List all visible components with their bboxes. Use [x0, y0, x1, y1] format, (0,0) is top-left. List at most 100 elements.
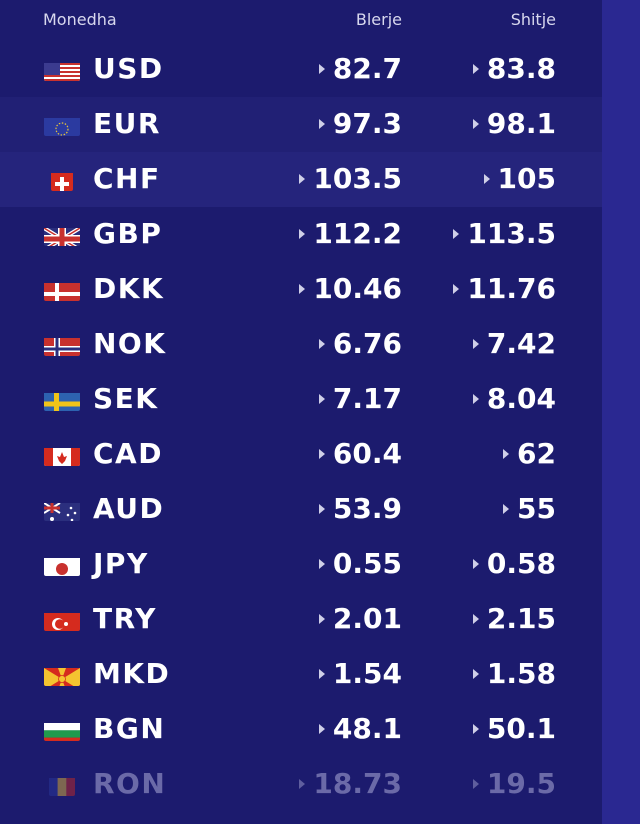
currency-code: CAD — [93, 437, 163, 470]
caret-right-icon — [318, 118, 325, 129]
rate-row-sek[interactable]: SEK 7.17 8.04 — [0, 372, 602, 427]
header-currency: Monedha — [43, 10, 117, 29]
sell-value: 105 — [483, 162, 556, 195]
caret-right-icon — [472, 668, 479, 679]
jp-flag-icon — [44, 554, 80, 576]
tr-flag-icon — [44, 609, 80, 631]
rate-row-dkk[interactable]: DKK 10.46 11.76 — [0, 262, 602, 317]
buy-value: 18.73 — [299, 767, 402, 800]
mk-flag-icon — [44, 664, 80, 686]
sell-value: 113.5 — [453, 217, 556, 250]
currency-code: JPY — [93, 547, 149, 580]
caret-right-icon — [453, 283, 460, 294]
currency-code: DKK — [93, 272, 165, 305]
buy-value: 103.5 — [299, 162, 402, 195]
rates-list: USD 82.7 83.8 EUR 97.3 98.1 — [0, 42, 602, 812]
rates-panel: Monedha Blerje Shitje — [0, 0, 602, 812]
buy-value: 0.55 — [318, 547, 402, 580]
buy-value: 7.17 — [318, 382, 402, 415]
caret-right-icon — [472, 723, 479, 734]
currency-code: SEK — [93, 382, 159, 415]
no-flag-icon — [44, 334, 80, 356]
currency-code: RON — [93, 767, 167, 800]
currency-code: GBP — [93, 217, 163, 250]
sell-value: 7.42 — [472, 327, 556, 360]
buy-value: 1.54 — [318, 657, 402, 690]
caret-right-icon — [472, 778, 479, 789]
caret-right-icon — [299, 173, 306, 184]
sell-value: 62 — [503, 437, 556, 470]
sell-value: 55 — [503, 492, 556, 525]
caret-right-icon — [472, 613, 479, 624]
sell-value: 1.58 — [472, 657, 556, 690]
header-buy: Blerje — [355, 10, 402, 29]
rate-row-cad[interactable]: CAD 60.4 62 — [0, 427, 602, 482]
caret-right-icon — [483, 173, 490, 184]
sell-value: 8.04 — [472, 382, 556, 415]
currency-code: NOK — [93, 327, 167, 360]
caret-right-icon — [472, 118, 479, 129]
caret-right-icon — [299, 228, 306, 239]
sell-value: 50.1 — [472, 712, 556, 745]
currency-code: AUD — [93, 492, 165, 525]
gb-flag-icon — [44, 224, 80, 246]
caret-right-icon — [318, 613, 325, 624]
table-header: Monedha Blerje Shitje — [0, 0, 602, 42]
dk-flag-icon — [44, 279, 80, 301]
sell-value: 0.58 — [472, 547, 556, 580]
buy-value: 60.4 — [318, 437, 402, 470]
rate-row-gbp[interactable]: GBP 112.2 113.5 — [0, 207, 602, 262]
side-strip — [602, 0, 640, 824]
caret-right-icon — [472, 338, 479, 349]
currency-code: USD — [93, 52, 164, 85]
buy-value: 6.76 — [318, 327, 402, 360]
rate-row-ron[interactable]: RON 18.73 19.5 — [0, 757, 602, 812]
sell-value: 11.76 — [453, 272, 556, 305]
rate-row-jpy[interactable]: JPY 0.55 0.58 — [0, 537, 602, 592]
buy-value: 10.46 — [299, 272, 402, 305]
ch-flag-icon — [51, 169, 73, 191]
caret-right-icon — [318, 338, 325, 349]
buy-value: 2.01 — [318, 602, 402, 635]
caret-right-icon — [318, 448, 325, 459]
caret-right-icon — [318, 503, 325, 514]
caret-right-icon — [299, 283, 306, 294]
rate-row-bgn[interactable]: BGN 48.1 50.1 — [0, 702, 602, 757]
eu-flag-icon — [44, 114, 80, 136]
ro-flag-icon — [49, 774, 75, 796]
caret-right-icon — [318, 723, 325, 734]
caret-right-icon — [299, 778, 306, 789]
rate-row-nok[interactable]: NOK 6.76 7.42 — [0, 317, 602, 372]
se-flag-icon — [44, 389, 80, 411]
caret-right-icon — [318, 668, 325, 679]
rate-row-mkd[interactable]: MKD 1.54 1.58 — [0, 647, 602, 702]
caret-right-icon — [472, 393, 479, 404]
currency-code: BGN — [93, 712, 166, 745]
bg-flag-icon — [44, 719, 80, 741]
caret-right-icon — [453, 228, 460, 239]
caret-right-icon — [503, 448, 510, 459]
caret-right-icon — [318, 393, 325, 404]
rate-row-eur[interactable]: EUR 97.3 98.1 — [0, 97, 602, 152]
currency-code: MKD — [93, 657, 171, 690]
currency-code: EUR — [93, 107, 161, 140]
caret-right-icon — [472, 63, 479, 74]
rate-row-usd[interactable]: USD 82.7 83.8 — [0, 42, 602, 97]
au-flag-icon — [44, 499, 80, 521]
us-flag-icon — [44, 59, 80, 81]
currency-code: TRY — [93, 602, 157, 635]
buy-value: 53.9 — [318, 492, 402, 525]
currency-code: CHF — [93, 162, 161, 195]
rate-row-chf[interactable]: CHF 103.5 105 — [0, 152, 602, 207]
buy-value: 48.1 — [318, 712, 402, 745]
sell-value: 83.8 — [472, 52, 556, 85]
header-sell: Shitje — [510, 10, 556, 29]
rate-row-try[interactable]: TRY 2.01 2.15 — [0, 592, 602, 647]
ca-flag-icon — [44, 444, 80, 466]
caret-right-icon — [503, 503, 510, 514]
rate-row-aud[interactable]: AUD 53.9 55 — [0, 482, 602, 537]
sell-value: 2.15 — [472, 602, 556, 635]
caret-right-icon — [318, 63, 325, 74]
sell-value: 98.1 — [472, 107, 556, 140]
